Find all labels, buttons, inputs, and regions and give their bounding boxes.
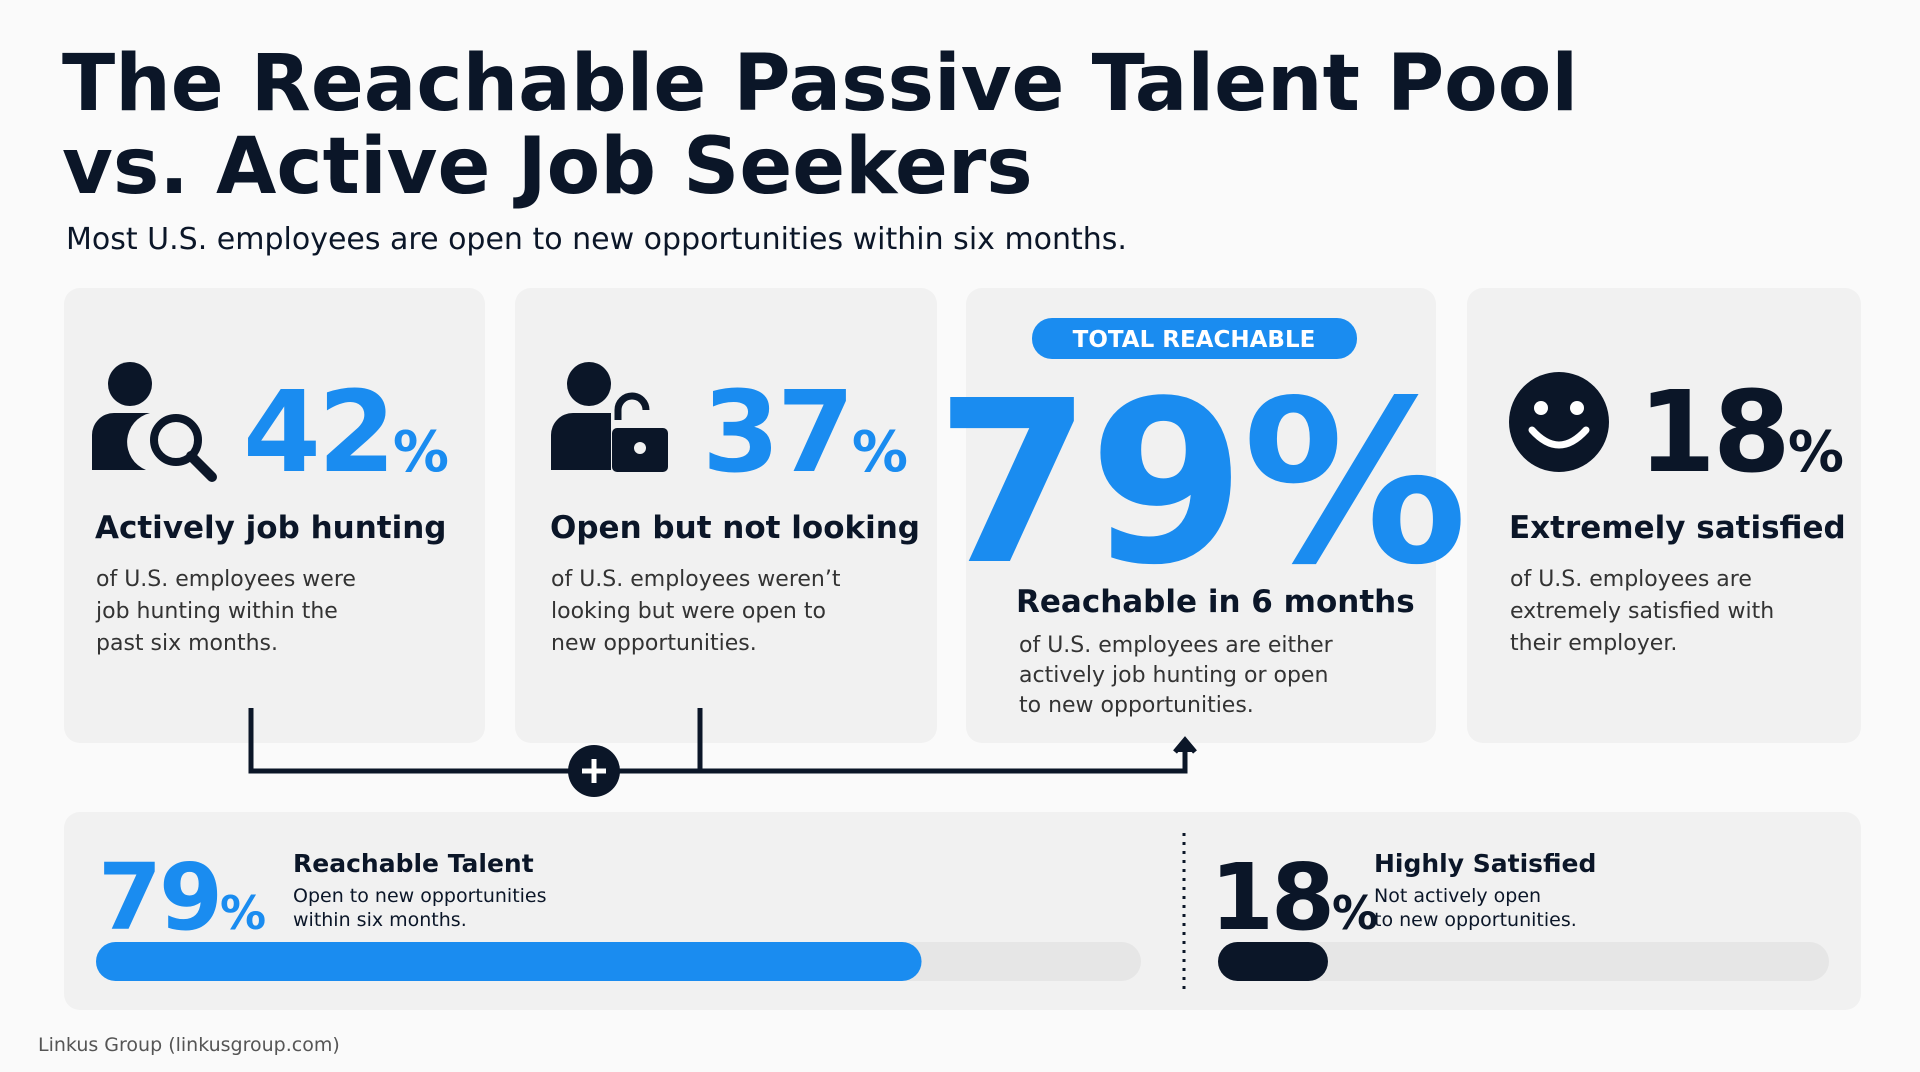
card-desc: to new opportunities. bbox=[1019, 693, 1254, 718]
card-desc: of U.S. employees are either bbox=[1019, 633, 1334, 658]
card-desc: looking but were open to bbox=[551, 599, 826, 624]
stat-value: 18 bbox=[1638, 368, 1788, 498]
stat: 42% bbox=[243, 368, 448, 498]
title: The Reachable Passive Talent Pool bbox=[62, 39, 1578, 129]
summary-label: Reachable Talent bbox=[293, 849, 534, 878]
badge bbox=[1032, 318, 1357, 359]
summary-label: Highly Satisfied bbox=[1374, 849, 1596, 878]
card-desc: new opportunities. bbox=[551, 631, 757, 656]
stat-unit: % bbox=[393, 420, 448, 485]
stat: 37% bbox=[702, 368, 907, 498]
summary-desc: Open to new opportunities bbox=[293, 885, 547, 907]
stat-value: 42 bbox=[243, 368, 393, 498]
bar bbox=[96, 942, 922, 981]
card-label: Extremely satisfied bbox=[1509, 510, 1846, 546]
search-person-icon bbox=[92, 362, 217, 482]
subtitle: Most U.S. employees are open to new oppo… bbox=[66, 222, 1127, 257]
plus-sign bbox=[582, 759, 606, 783]
card-desc: of U.S. employees weren’t bbox=[551, 567, 841, 592]
bar bbox=[1218, 942, 1328, 981]
source: Linkus Group (linkusgroup.com) bbox=[38, 1034, 340, 1056]
smiley-icon bbox=[1509, 372, 1609, 472]
summary-desc: to new opportunities. bbox=[1374, 909, 1577, 931]
card-desc: their employer. bbox=[1510, 631, 1677, 656]
bar-track bbox=[1218, 942, 1829, 981]
stat: 18% bbox=[1638, 368, 1843, 498]
stat-unit: % bbox=[220, 886, 265, 940]
card bbox=[64, 288, 485, 743]
stat-unit: % bbox=[1788, 420, 1843, 485]
card-desc: of U.S. employees were bbox=[96, 567, 356, 592]
stat-unit: % bbox=[1332, 886, 1377, 940]
card-label: Actively job hunting bbox=[95, 510, 447, 546]
stat-value: 37 bbox=[702, 368, 852, 498]
stat: 79% bbox=[935, 353, 1465, 615]
card-desc: past six months. bbox=[96, 631, 278, 656]
card-label: Open but not looking bbox=[550, 510, 920, 546]
title: vs. Active Job Seekers bbox=[62, 122, 1033, 212]
card-label: Reachable in 6 months bbox=[1016, 584, 1415, 620]
stat-unit: % bbox=[1242, 353, 1464, 615]
card-desc: of U.S. employees are bbox=[1510, 567, 1752, 592]
summary-desc: Not actively open bbox=[1374, 885, 1541, 907]
stat-value: 18 bbox=[1210, 844, 1332, 951]
summary-stat: 79% bbox=[98, 844, 265, 951]
lock-person-icon bbox=[551, 362, 668, 472]
badge-text: TOTAL REACHABLE bbox=[1073, 327, 1316, 353]
summary-desc: within six months. bbox=[293, 909, 467, 931]
stat-unit: % bbox=[852, 420, 907, 485]
card-desc: actively job hunting or open bbox=[1019, 663, 1328, 688]
stat-value: 79 bbox=[935, 353, 1242, 615]
stat-value: 79 bbox=[98, 844, 220, 951]
summary-stat: 18% bbox=[1210, 844, 1377, 951]
card bbox=[966, 288, 1436, 743]
card-desc: extremely satisfied with bbox=[1510, 599, 1774, 624]
card-desc: job hunting within the bbox=[95, 599, 338, 624]
connector bbox=[248, 708, 1197, 774]
